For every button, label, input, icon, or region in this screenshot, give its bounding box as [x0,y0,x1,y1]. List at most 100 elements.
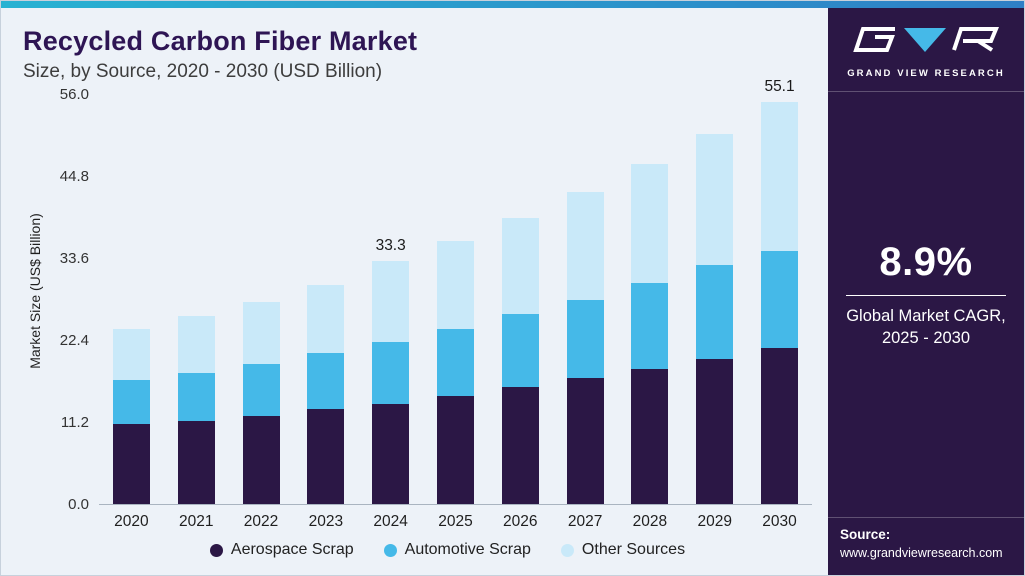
x-axis-label-2028: 2028 [632,513,668,530]
bar-segment-aerospace-scrap [177,421,215,504]
y-axis-title: Market Size (US$ Billion) [27,213,43,369]
bar-2020 [99,95,164,504]
grand-view-research-logo-icon [853,27,999,52]
x-axis-label-2022: 2022 [243,513,279,530]
source-block: Source: www.grandviewresearch.com [828,517,1024,575]
bar-segment-automotive-scrap [631,282,669,369]
legend-item-other-sources: Other Sources [560,541,686,559]
bar-segment-automotive-scrap [501,314,539,388]
x-axis-label-2025: 2025 [438,513,473,530]
bar-segment-other-sources [501,217,539,315]
bar-segment-automotive-scrap [436,328,474,396]
bar-segment-other-sources [436,241,474,329]
x-axis-label-2029: 2029 [697,513,732,530]
bar-segment-automotive-scrap [372,341,410,404]
legend-label: Automotive Scrap [404,541,531,558]
y-axis-tick-label: 33.6 [59,250,89,267]
bar-2022 [229,95,294,504]
bar-segment-other-sources [631,164,669,283]
x-axis-label-2030: 2030 [762,513,797,530]
bar-segment-other-sources [761,101,799,251]
bar-segment-aerospace-scrap [307,409,345,504]
chart-body: 0.0 11.2 22.4 33.6 44.8 56.0 33.3 55.1 2020 202… [47,78,812,531]
plot-area: 33.3 55.1 [99,78,812,505]
bar-segment-other-sources [566,192,604,300]
bar-stack-2028 [631,164,669,504]
cagr-label-line1: Global Market CAGR, [846,307,1006,325]
bar-stack-2020 [112,328,150,504]
bar-segment-automotive-scrap [242,363,280,416]
bar-segment-automotive-scrap [761,250,799,348]
bar-value-label-2024: 33.3 [375,236,406,254]
bar-2025 [423,95,488,504]
legend-item-aerospace-scrap: Aerospace Scrap [209,541,354,559]
bar-segment-automotive-scrap [177,373,215,422]
bar-segment-automotive-scrap [696,265,734,359]
y-axis-tick-label: 11.2 [60,414,89,431]
top-accent-bar [1,1,1024,8]
x-axis-label-2024: 2024 [373,513,408,530]
brand-block: GRAND VIEW RESEARCH [828,8,1024,92]
x-axis-label-2023: 2023 [308,513,344,530]
cagr-label-line2: 2025 - 2030 [881,329,971,348]
bar-segment-automotive-scrap [307,352,345,410]
page-subtitle: Size, by Source, 2020 - 2030 (USD Billio… [23,61,383,82]
bar-segment-aerospace-scrap [112,424,150,504]
bar-segment-other-sources [242,301,280,364]
bar-segment-aerospace-scrap [372,403,410,504]
x-axis-label-2027: 2027 [567,513,603,530]
bar-2023 [293,95,358,504]
stacked-bar-chart: Market Size (US$ Billion) 0.0 11.2 22.4 33.… [23,78,812,531]
bar-2027 [553,95,618,504]
bar-segment-automotive-scrap [566,299,604,379]
bar-stack-2023 [307,284,345,504]
bar-segment-other-sources [112,328,150,380]
y-axis-tick-label: 56.0 [59,86,89,103]
y-axis-tick-label: 22.4 [59,332,89,349]
source-label: Source: [840,527,891,542]
x-axis-labels: 2020 2021 2022 2023 2024 2025 2026 2027 2028 2029… [99,505,812,531]
bar-2026 [488,95,553,504]
page-title: Recycled Carbon Fiber Market [23,26,418,56]
legend-label: Aerospace Scrap [230,541,354,558]
y-axis: 0.0 11.2 22.4 33.6 44.8 56.0 [47,86,99,513]
bar-stack-2025 [436,241,474,504]
bar-stack-2024: 33.3 [372,237,410,504]
bar-segment-aerospace-scrap [761,347,799,504]
brand-name: GRAND VIEW RESEARCH [847,68,1005,79]
bar-stack-2030: 55.1 [761,78,799,504]
x-axis-label-2021: 2021 [178,513,214,530]
bar-stack-2022 [242,301,280,504]
cagr-divider [846,295,1006,296]
chart-legend: Aerospace Scrap Automotive Scrap Other Sou… [83,541,812,559]
bar-segment-other-sources [307,284,345,353]
x-axis-label-2026: 2026 [503,513,538,530]
bar-stack-2026 [501,217,539,504]
source-url-link[interactable]: www.grandviewresearch.com [840,546,1003,560]
content: Recycled Carbon Fiber Market Size, by So… [1,8,1024,575]
bar-segment-automotive-scrap [112,379,150,425]
bar-segment-aerospace-scrap [242,415,280,504]
x-axis: 2020 2021 2022 2023 2024 2025 2026 2027 2028 2029… [47,505,812,531]
bar-2021 [164,95,229,504]
legend-dot-icon [383,543,397,557]
chart-panel: Recycled Carbon Fiber Market Size, by So… [1,8,828,575]
bar-segment-aerospace-scrap [631,368,669,504]
logo-v-triangle-icon [904,28,946,52]
cagr-block: 8.9% Global Market CAGR, 2025 - 2030 [828,240,1024,350]
x-axis-label-2020: 2020 [114,513,149,530]
bar-value-label-2030: 55.1 [764,77,795,95]
bar-segment-other-sources [696,134,734,266]
bar-2029 [682,95,747,504]
bar-2030: 55.1 [747,78,812,504]
bar-2028 [618,95,683,504]
plot-row: 0.0 11.2 22.4 33.6 44.8 56.0 33.3 55.1 [47,78,812,513]
legend-label: Other Sources [581,541,686,558]
legend-item-automotive-scrap: Automotive Scrap [383,541,531,559]
bar-segment-aerospace-scrap [501,387,539,504]
y-axis-tick-label: 0.0 [68,496,89,513]
y-axis-title-column: Market Size (US$ Billion) [23,95,47,531]
bar-stack-2029 [696,134,734,504]
y-axis-tick-label: 44.8 [59,168,89,185]
bar-2024: 33.3 [358,95,423,504]
